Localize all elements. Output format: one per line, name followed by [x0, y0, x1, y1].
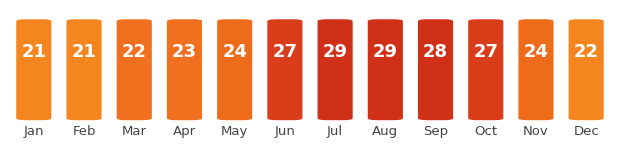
Text: 22: 22 — [574, 42, 599, 61]
Text: 27: 27 — [473, 42, 498, 61]
Text: 23: 23 — [172, 42, 197, 61]
FancyBboxPatch shape — [16, 19, 51, 120]
Text: Jan: Jan — [24, 125, 44, 138]
Text: Nov: Nov — [523, 125, 549, 138]
FancyBboxPatch shape — [267, 19, 303, 120]
FancyBboxPatch shape — [66, 19, 102, 120]
Text: 22: 22 — [122, 42, 147, 61]
FancyBboxPatch shape — [317, 19, 353, 120]
Text: 29: 29 — [322, 42, 348, 61]
Text: Dec: Dec — [574, 125, 599, 138]
FancyBboxPatch shape — [117, 19, 152, 120]
FancyBboxPatch shape — [368, 19, 403, 120]
Text: Feb: Feb — [73, 125, 95, 138]
FancyBboxPatch shape — [418, 19, 453, 120]
FancyBboxPatch shape — [518, 19, 554, 120]
Text: 29: 29 — [373, 42, 398, 61]
Text: Apr: Apr — [173, 125, 196, 138]
FancyBboxPatch shape — [569, 19, 604, 120]
Text: 21: 21 — [21, 42, 46, 61]
Text: Sep: Sep — [423, 125, 448, 138]
Text: May: May — [221, 125, 249, 138]
Text: Mar: Mar — [122, 125, 147, 138]
Text: 28: 28 — [423, 42, 448, 61]
Text: Jul: Jul — [327, 125, 343, 138]
Text: Jun: Jun — [275, 125, 295, 138]
Text: Oct: Oct — [474, 125, 497, 138]
FancyBboxPatch shape — [468, 19, 503, 120]
Text: 27: 27 — [272, 42, 298, 61]
Text: Aug: Aug — [372, 125, 399, 138]
FancyBboxPatch shape — [167, 19, 202, 120]
Text: 24: 24 — [523, 42, 549, 61]
Text: 24: 24 — [222, 42, 247, 61]
FancyBboxPatch shape — [217, 19, 252, 120]
Text: 21: 21 — [71, 42, 97, 61]
